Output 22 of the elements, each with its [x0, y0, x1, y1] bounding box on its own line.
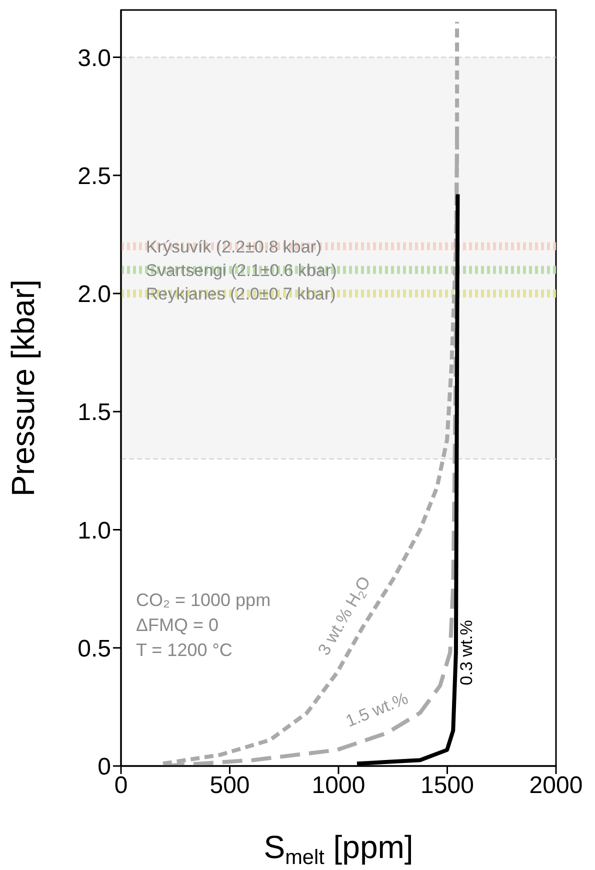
y-tick-label: 0.5: [78, 635, 111, 662]
x-tick-label: 0: [114, 772, 128, 800]
ref-line-label: Reykjanes (2.0±0.7 kbar): [146, 284, 336, 304]
annotation: ΔFMQ = 0: [136, 615, 219, 635]
y-axis-title: Pressure [kbar]: [5, 280, 41, 496]
x-tick-label: 500: [210, 772, 250, 800]
text: 1.5 wt.%: [343, 688, 411, 731]
y-tick-label: 0: [98, 754, 111, 781]
x-tick-label: 2000: [529, 772, 583, 800]
annotation: CO₂ = 1000 ppm: [136, 590, 271, 610]
y-tick-label: 1.5: [78, 399, 111, 426]
x-tick-label: 1000: [312, 772, 366, 800]
ref-line-label: Krýsuvík (2.2±0.8 kbar): [146, 237, 322, 256]
annotation: T = 1200 °C: [136, 640, 232, 660]
y-tick-label: 3.0: [78, 44, 111, 72]
y-tick-label: 1.0: [78, 517, 111, 544]
ref-line-label: Svartsengi (2.1±0.6 kbar): [146, 260, 337, 280]
x-axis-title: S$_{melt}$ [ppm]: [264, 829, 414, 870]
x-tick-label: 1500: [420, 772, 474, 800]
y-tick-label: 2.5: [78, 162, 111, 190]
y-tick-label: 2.0: [78, 281, 111, 308]
text: 0.3 wt.%: [456, 620, 476, 686]
